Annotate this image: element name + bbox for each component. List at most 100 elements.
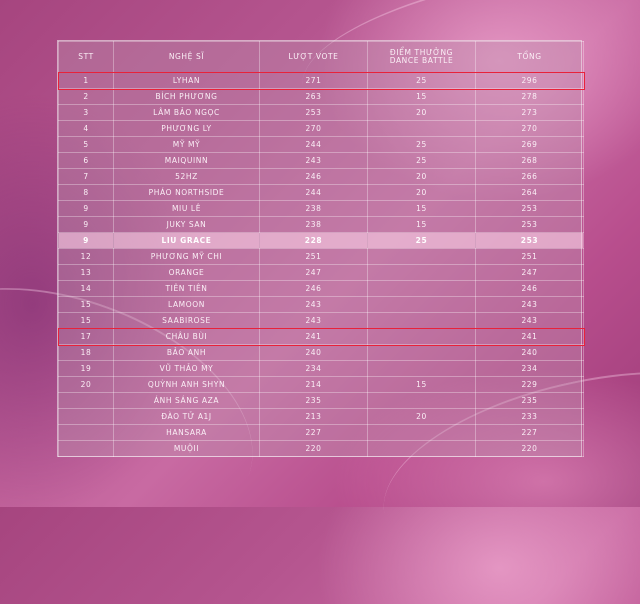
cell-artist: LAMOON (113, 296, 260, 313)
table-row: 8 PHÁO NORTHSIDE 244 20 264 (58, 184, 584, 201)
header-dance-battle-bonus: ĐIỂM THƯỞNG DANCE BATTLE (367, 41, 476, 73)
table-row: 15 LAMOON 243 243 (58, 296, 584, 313)
cell-votes: 238 (259, 216, 368, 233)
table-body: 1 LYHAN 271 25 296 2 BÍCH PHƯƠNG 263 15 278 3 LÂM B… (58, 72, 584, 457)
header-artist: NGHỆ SĨ (113, 41, 260, 73)
cell-total: 247 (475, 264, 584, 281)
cell-rank: 3 (58, 104, 114, 121)
cell-total: 251 (475, 248, 584, 265)
table-row: 9 LIU GRACE 228 25 253 (58, 232, 584, 249)
table-row: 5 MỸ MỸ 244 25 269 (58, 136, 584, 153)
header-total: TỔNG (475, 41, 584, 73)
table-row: 6 MAIQUINN 243 25 268 (58, 152, 584, 169)
cell-artist: QUỲNH ANH SHYN (113, 376, 260, 393)
cell-votes: 270 (259, 120, 368, 137)
table-row: 7 52HZ 246 20 266 (58, 168, 584, 185)
cell-votes: 227 (259, 424, 368, 441)
cell-rank: 15 (58, 296, 114, 313)
cell-bonus: 25 (367, 72, 476, 89)
cell-bonus (367, 248, 476, 265)
cell-bonus: 20 (367, 408, 476, 425)
table-row: ĐÀO TỬ A1J 213 20 233 (58, 408, 584, 425)
header-rank: STT (58, 41, 114, 73)
cell-total: 253 (475, 232, 584, 249)
cell-artist: PHƯƠNG MỸ CHI (113, 248, 260, 265)
cell-bonus (367, 392, 476, 409)
cell-total: 269 (475, 136, 584, 153)
cell-votes: 246 (259, 280, 368, 297)
cell-total: 253 (475, 200, 584, 217)
cell-total: 243 (475, 312, 584, 329)
cell-artist: PHÁO NORTHSIDE (113, 184, 260, 201)
cell-votes: 241 (259, 328, 368, 345)
cell-artist: LYHAN (113, 72, 260, 89)
cell-rank: 1 (58, 72, 114, 89)
cell-rank: 12 (58, 248, 114, 265)
table-row: 15 SAABIROSE 243 243 (58, 312, 584, 329)
cell-total: 246 (475, 280, 584, 297)
cell-votes: 246 (259, 168, 368, 185)
cell-rank: 8 (58, 184, 114, 201)
cell-bonus: 25 (367, 136, 476, 153)
cell-total: 240 (475, 344, 584, 361)
cell-votes: 243 (259, 312, 368, 329)
cell-total: 268 (475, 152, 584, 169)
cell-total: 296 (475, 72, 584, 89)
cell-bonus (367, 312, 476, 329)
table-row: 3 LÂM BẢO NGỌC 253 20 273 (58, 104, 584, 121)
table-row: 19 VŨ THẢO MY 234 234 (58, 360, 584, 377)
cell-total: 233 (475, 408, 584, 425)
cell-total: 234 (475, 360, 584, 377)
cell-rank: 14 (58, 280, 114, 297)
cell-bonus: 25 (367, 152, 476, 169)
cell-total: 264 (475, 184, 584, 201)
cell-rank: 7 (58, 168, 114, 185)
cell-rank (58, 392, 114, 409)
cell-total: 270 (475, 120, 584, 137)
cell-artist: BẢO ANH (113, 344, 260, 361)
cell-votes: 214 (259, 376, 368, 393)
table-row: 14 TIÊN TIÊN 246 246 (58, 280, 584, 297)
cell-bonus: 20 (367, 104, 476, 121)
cell-votes: 220 (259, 440, 368, 457)
table-row: 18 BẢO ANH 240 240 (58, 344, 584, 361)
cell-total: 273 (475, 104, 584, 121)
cell-bonus (367, 296, 476, 313)
cell-rank: 18 (58, 344, 114, 361)
table-row: ÁNH SÁNG AZA 235 235 (58, 392, 584, 409)
cell-artist: MIU LÊ (113, 200, 260, 217)
cell-artist: 52HZ (113, 168, 260, 185)
header-votes: LƯỢT VOTE (259, 41, 368, 73)
cell-artist: VŨ THẢO MY (113, 360, 260, 377)
cell-total: 241 (475, 328, 584, 345)
cell-bonus (367, 344, 476, 361)
cell-total: 266 (475, 168, 584, 185)
table-row: 1 LYHAN 271 25 296 (58, 72, 584, 89)
cell-artist: HANSARA (113, 424, 260, 441)
cell-votes: 247 (259, 264, 368, 281)
cell-bonus (367, 280, 476, 297)
cell-bonus (367, 264, 476, 281)
cell-bonus: 15 (367, 376, 476, 393)
cell-votes: 228 (259, 232, 368, 249)
cell-rank (58, 408, 114, 425)
cell-bonus (367, 120, 476, 137)
table-row: 2 BÍCH PHƯƠNG 263 15 278 (58, 88, 584, 105)
table-row: 9 MIU LÊ 238 15 253 (58, 200, 584, 217)
cell-total: 220 (475, 440, 584, 457)
cell-votes: 238 (259, 200, 368, 217)
cell-bonus: 15 (367, 200, 476, 217)
cell-votes: 240 (259, 344, 368, 361)
cell-bonus (367, 424, 476, 441)
table-header-row: STT NGHỆ SĨ LƯỢT VOTE ĐIỂM THƯỞNG DANCE … (58, 41, 584, 73)
cell-total: 235 (475, 392, 584, 409)
cell-votes: 235 (259, 392, 368, 409)
table-row: 20 QUỲNH ANH SHYN 214 15 229 (58, 376, 584, 393)
table-row: 13 ORANGE 247 247 (58, 264, 584, 281)
cell-rank: 4 (58, 120, 114, 137)
cell-rank: 13 (58, 264, 114, 281)
table-row: HANSARA 227 227 (58, 424, 584, 441)
cell-artist: ORANGE (113, 264, 260, 281)
cell-rank: 20 (58, 376, 114, 393)
table-row: 9 JUKY SAN 238 15 253 (58, 216, 584, 233)
